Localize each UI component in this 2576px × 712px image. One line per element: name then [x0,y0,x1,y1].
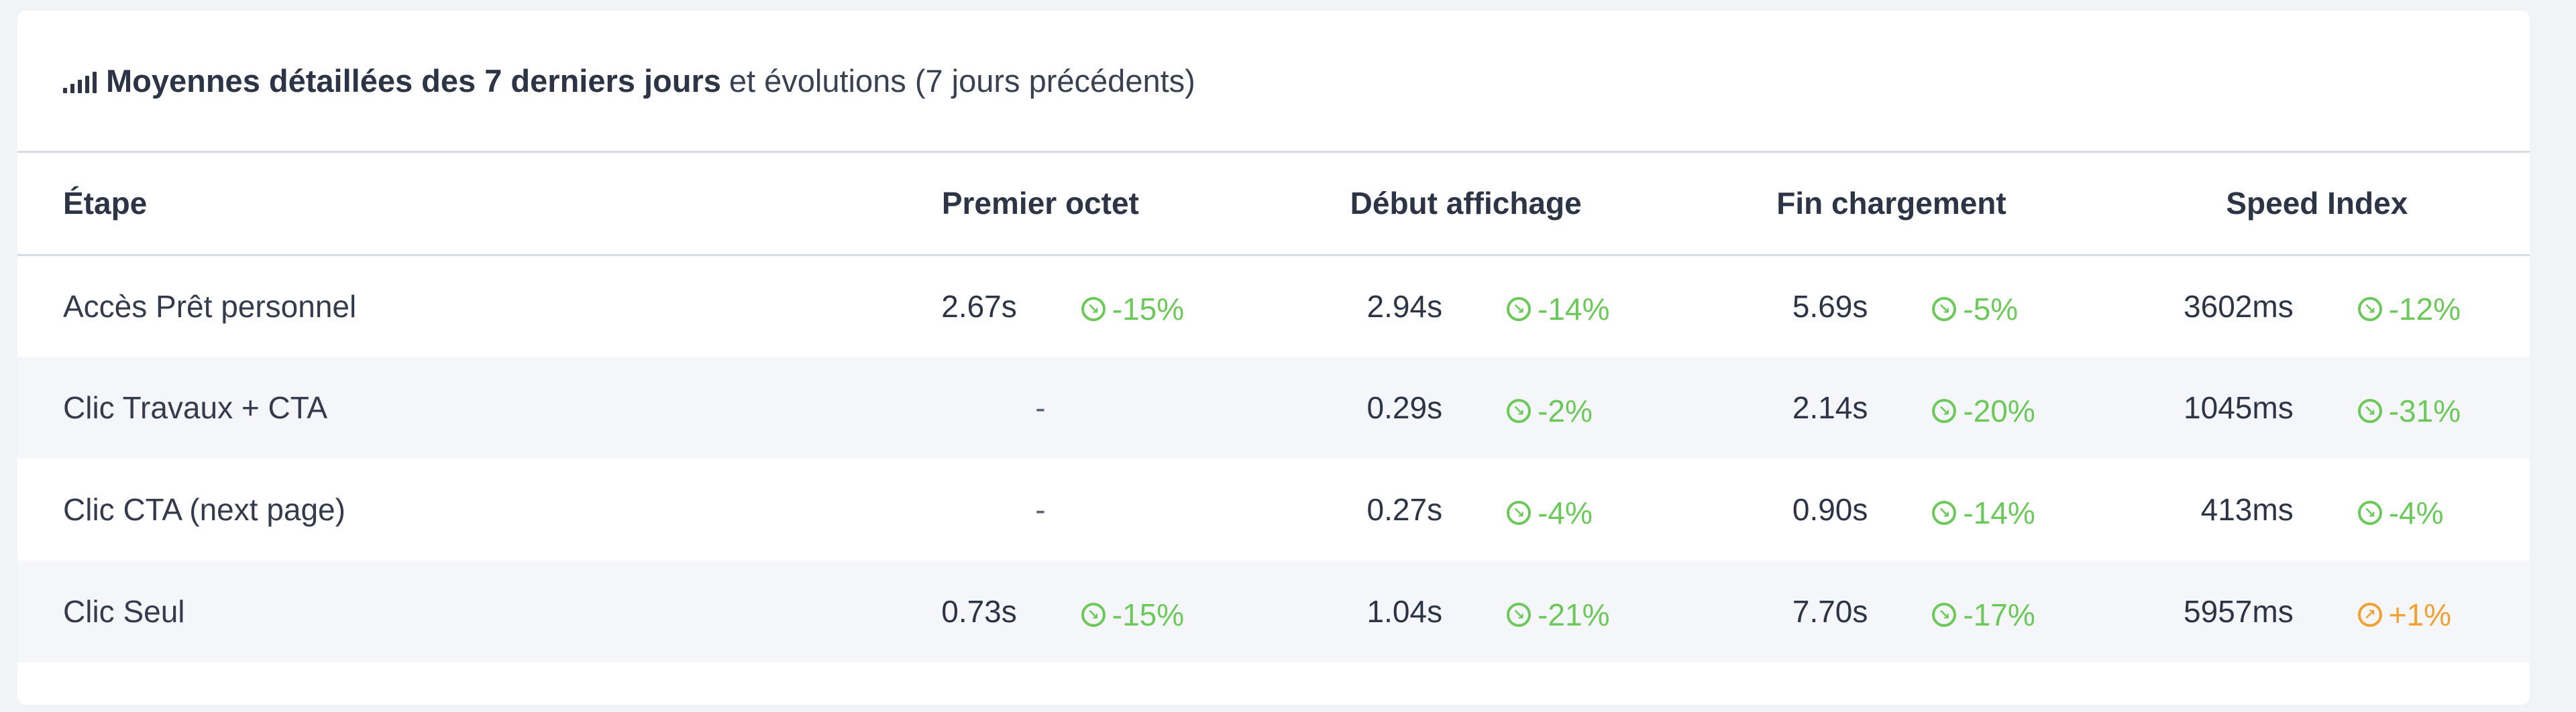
fin-chargement-value: 0.90s [1792,492,1868,527]
evolution-badge: ↘ -17% [1932,597,2035,633]
premier-octet-evolution: ↘ -15% [1081,560,1253,662]
arrow-up-right-circle-icon: ↗ [2357,602,2382,627]
column-header-debut-affichage: Début affichage [1253,153,1679,256]
evolution-badge: ↗ +1% [2357,597,2452,633]
evolution-badge: ↘ -12% [2357,291,2461,327]
column-header-fin-chargement: Fin chargement [1678,153,2104,256]
averages-table: Étape Premier octet Début affichage Fin … [17,153,2530,662]
evolution-badge: ↘ -5% [1932,291,2018,327]
arrow-down-right-circle-icon: ↘ [1932,500,1957,525]
evolution-percent: -17% [1963,597,2035,632]
etape-cell: Clic Travaux + CTA [63,390,328,425]
etape-cell: Accès Prêt personnel [63,288,357,324]
table-row: Clic Travaux + CTA -0.29s ↘ -2% 2.14s ↘ -20% 10… [17,357,2530,459]
signal-bars-icon [63,71,97,93]
evolution-percent: +1% [2388,597,2452,632]
arrow-down-right-circle-icon: ↘ [1507,602,1532,627]
evolution-badge: ↘ -15% [1081,291,1184,327]
fin-chargement-value: 7.70s [1792,594,1868,629]
speed-index-value: 413ms [2200,492,2294,527]
card-title: Moyennes détaillées des 7 derniers jours [106,63,721,99]
evolution-badge: ↘ -21% [1507,597,1609,633]
table-header-row: Étape Premier octet Début affichage Fin … [17,153,2530,256]
debut-affichage-value: 2.94s [1366,288,1443,324]
evolution-badge: ↘ -31% [2357,393,2461,429]
speed-index-evolution: ↘ -12% [2357,255,2530,357]
speed-index-evolution: ↘ -4% [2357,459,2530,560]
fin-chargement-evolution: ↘ -17% [1932,560,2104,662]
evolution-badge: ↘ -14% [1507,291,1609,327]
evolution-badge: ↘ -4% [2357,495,2444,531]
debut-affichage-evolution: ↘ -4% [1507,459,1678,560]
evolution-badge: ↘ -2% [1507,393,1593,429]
speed-index-value: 3602ms [2184,288,2294,324]
column-header-speed-index: Speed Index [2104,153,2530,256]
fin-chargement-value: 2.14s [1792,390,1868,425]
evolution-badge: ↘ -4% [1507,495,1593,531]
metrics-card: Moyennes détaillées des 7 derniers jours… [17,11,2530,705]
evolution-percent: -12% [2388,292,2461,327]
premier-octet-value: - [1035,390,1046,425]
evolution-percent: -20% [1963,393,2035,428]
arrow-down-right-circle-icon: ↘ [2357,500,2382,525]
arrow-down-right-circle-icon: ↘ [1932,602,1957,627]
speed-index-value: 1045ms [2184,390,2294,425]
arrow-down-right-circle-icon: ↘ [1507,398,1532,423]
fin-chargement-evolution: ↘ -20% [1932,357,2104,459]
debut-affichage-evolution: ↘ -2% [1507,357,1678,459]
column-header-premier-octet: Premier octet [827,153,1254,256]
premier-octet-value: 2.67s [941,288,1017,324]
fin-chargement-evolution: ↘ -5% [1932,255,2104,357]
evolution-percent: -2% [1538,393,1593,428]
premier-octet-value: 0.73s [941,594,1017,629]
arrow-down-right-circle-icon: ↘ [2357,398,2382,423]
evolution-percent: -14% [1538,292,1610,327]
arrow-down-right-circle-icon: ↘ [1081,602,1106,627]
speed-index-evolution: ↘ -31% [2357,357,2530,459]
card-subtitle: et évolutions (7 jours précédents) [729,63,1195,99]
arrow-down-right-circle-icon: ↘ [1081,297,1106,322]
etape-cell: Clic Seul [63,594,185,629]
arrow-down-right-circle-icon: ↘ [1932,297,1957,322]
evolution-percent: -15% [1112,292,1185,327]
etape-cell: Clic CTA (next page) [63,492,345,527]
evolution-percent: -15% [1112,597,1185,632]
debut-affichage-value: 0.27s [1366,492,1443,527]
premier-octet-value: - [1035,492,1046,527]
evolution-percent: -5% [1963,292,2019,327]
table-row: Accès Prêt personnel 2.67s ↘ -15% 2.94s ↘ -14%… [17,255,2530,357]
table-row: Clic Seul 0.73s ↘ -15% 1.04s ↘ -21% 7.70s ↘ -17% 5… [17,560,2530,662]
premier-octet-evolution: ↘ -15% [1081,255,1253,357]
arrow-down-right-circle-icon: ↘ [1507,500,1532,525]
evolution-badge: ↘ -14% [1932,495,2035,531]
evolution-percent: -21% [1538,597,1610,632]
evolution-percent: -4% [2388,495,2444,530]
evolution-percent: -31% [2388,393,2461,428]
fin-chargement-evolution: ↘ -14% [1932,459,2104,560]
debut-affichage-evolution: ↘ -14% [1507,255,1678,357]
evolution-percent: -14% [1963,495,2035,530]
evolution-badge: ↘ -20% [1932,393,2035,429]
column-header-etape: Étape [17,153,828,256]
table-row: Clic CTA (next page) -0.27s ↘ -4% 0.90s ↘ -14%… [17,459,2530,560]
fin-chargement-value: 5.69s [1792,288,1868,324]
debut-affichage-value: 1.04s [1366,594,1443,629]
speed-index-value: 5957ms [2184,594,2294,629]
arrow-down-right-circle-icon: ↘ [2357,297,2382,322]
card-header: Moyennes détaillées des 7 derniers jours… [17,11,2530,153]
debut-affichage-evolution: ↘ -21% [1507,560,1678,662]
evolution-badge: ↘ -15% [1081,597,1184,633]
evolution-percent: -4% [1538,495,1593,530]
arrow-down-right-circle-icon: ↘ [1932,398,1957,423]
speed-index-evolution: ↗ +1% [2357,560,2530,662]
debut-affichage-value: 0.29s [1366,390,1443,425]
arrow-down-right-circle-icon: ↘ [1507,297,1532,322]
